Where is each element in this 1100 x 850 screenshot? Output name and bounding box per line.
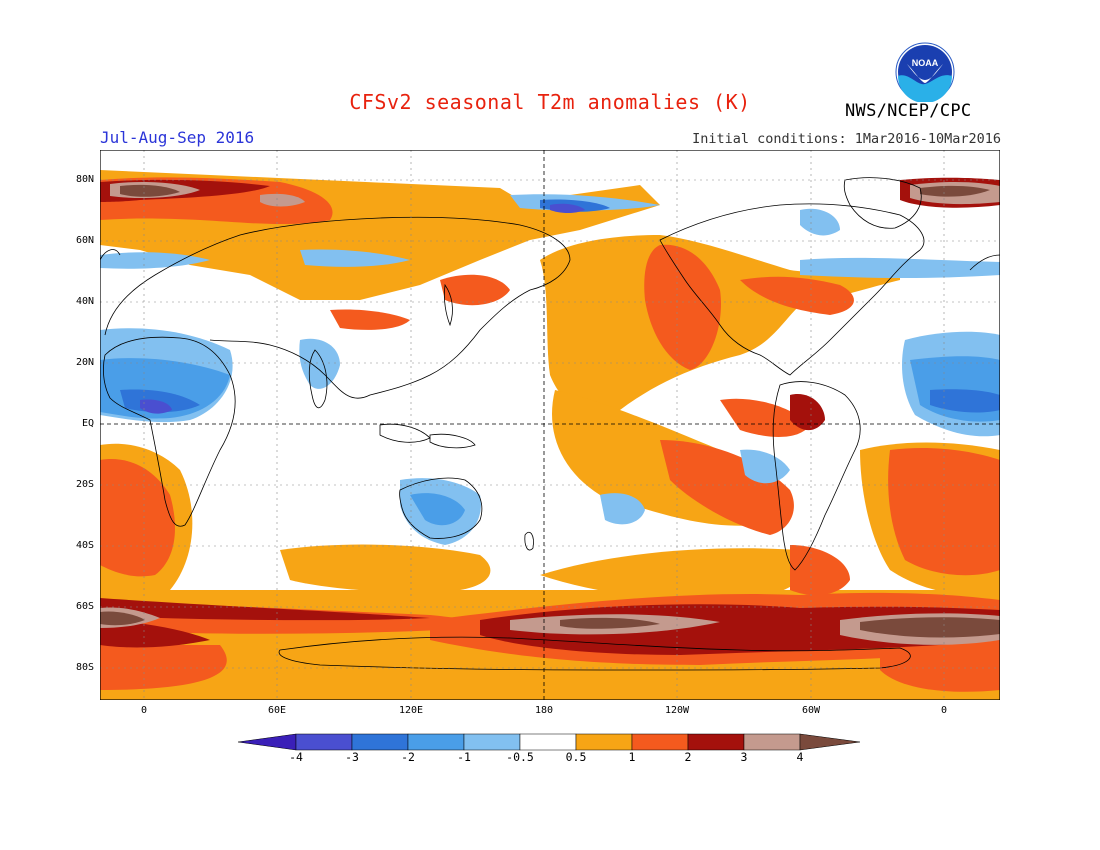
colorbar-swatch bbox=[631, 733, 689, 751]
lat-label: 60N bbox=[75, 235, 94, 246]
colorbar-swatch bbox=[687, 733, 745, 751]
graticule bbox=[100, 150, 1000, 700]
colorbar-label: -4 bbox=[289, 750, 303, 764]
anomaly-layer-neg3 bbox=[140, 203, 585, 414]
lat-label: 40S bbox=[75, 540, 94, 551]
noaa-logo: NOAA bbox=[895, 42, 955, 102]
anomaly-layer-pos4plus bbox=[100, 184, 1000, 638]
lon-label: 0 bbox=[940, 705, 948, 716]
colorbar-label: 3 bbox=[740, 750, 748, 764]
colorbar-swatch bbox=[351, 733, 409, 751]
lon-label: 120E bbox=[398, 705, 424, 716]
lat-label: EQ bbox=[81, 418, 94, 429]
colorbar-label: 2 bbox=[684, 750, 692, 764]
colorbar-label: -2 bbox=[401, 750, 415, 764]
colorbar-swatch bbox=[407, 733, 465, 751]
colorbar-label: 4 bbox=[796, 750, 804, 764]
lon-label: 60W bbox=[801, 705, 821, 716]
colorbar-label: -0.5 bbox=[506, 750, 534, 764]
svg-text:NOAA: NOAA bbox=[912, 58, 939, 68]
lat-label: 40N bbox=[75, 296, 94, 307]
colorbar-swatch bbox=[519, 733, 577, 751]
colorbar-swatch bbox=[295, 733, 353, 751]
equator-dateline bbox=[100, 150, 1000, 700]
colorbar-label: -3 bbox=[345, 750, 359, 764]
anomaly-map bbox=[100, 150, 1000, 700]
colorbar-label: 1 bbox=[628, 750, 636, 764]
lon-label: 180 bbox=[534, 705, 554, 716]
colorbar-swatch bbox=[575, 733, 633, 751]
colorbar-swatch bbox=[799, 733, 861, 751]
lat-label: 80S bbox=[75, 662, 94, 673]
colorbar bbox=[238, 733, 861, 751]
lat-label: 20S bbox=[75, 479, 94, 490]
lat-label: 20N bbox=[75, 357, 94, 368]
agency-label: NWS/NCEP/CPC bbox=[845, 101, 972, 121]
lon-label: 120W bbox=[664, 705, 690, 716]
coastlines bbox=[100, 177, 1000, 671]
season-label: Jul-Aug-Sep 2016 bbox=[100, 128, 255, 147]
lat-label: 80N bbox=[75, 174, 94, 185]
lon-label: 60E bbox=[267, 705, 287, 716]
colorbar-label: -1 bbox=[457, 750, 471, 764]
colorbar-swatch bbox=[743, 733, 801, 751]
colorbar-swatch bbox=[463, 733, 521, 751]
lon-label: 0 bbox=[140, 705, 148, 716]
colorbar-swatch bbox=[238, 733, 297, 751]
chart-title: CFSv2 seasonal T2m anomalies (K) bbox=[349, 90, 751, 114]
lat-label: 60S bbox=[75, 601, 94, 612]
colorbar-label: 0.5 bbox=[565, 750, 587, 764]
initial-conditions-label: Initial conditions: 1Mar2016-10Mar2016 bbox=[692, 131, 1001, 147]
